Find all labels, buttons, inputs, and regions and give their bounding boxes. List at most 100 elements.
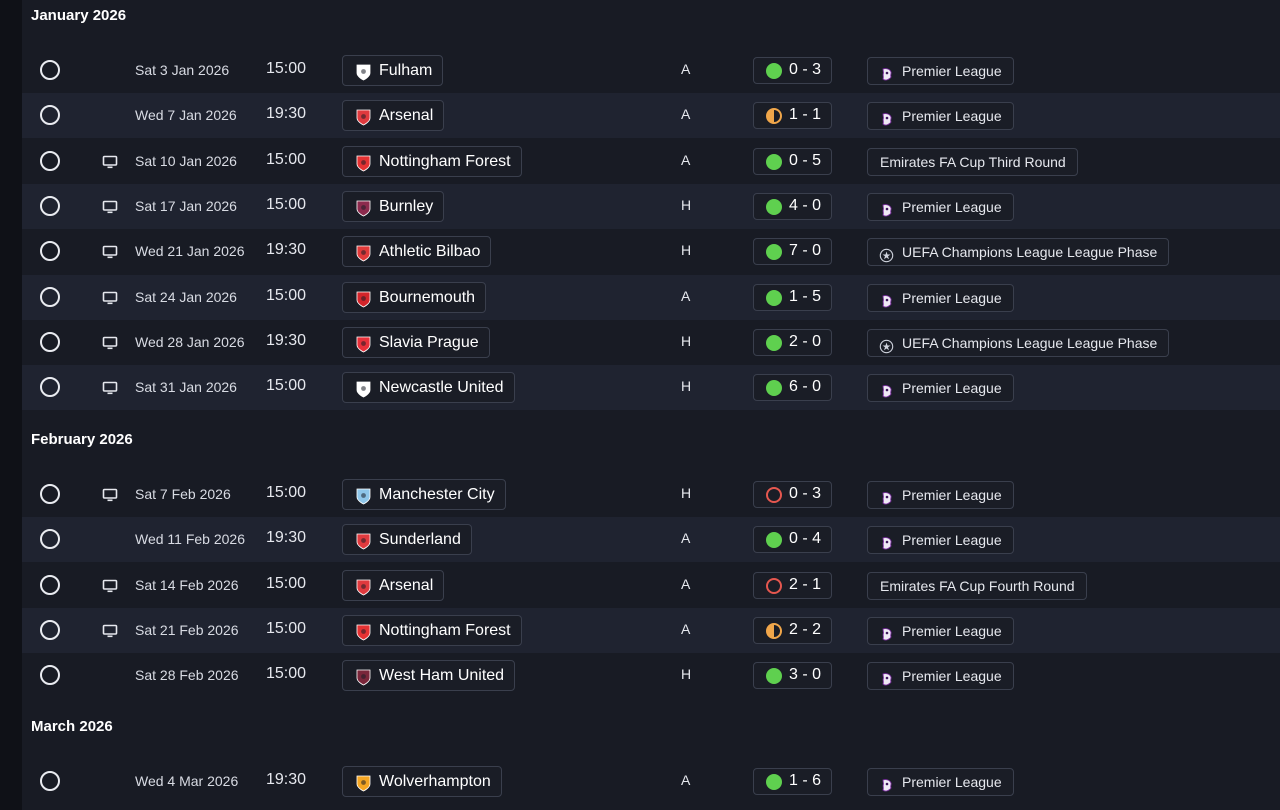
opponent-button[interactable]: Manchester City	[342, 479, 506, 510]
result-badge[interactable]: 2 - 1	[753, 572, 832, 599]
kickoff-time: 15:00	[266, 665, 307, 682]
result-win-icon	[766, 199, 782, 215]
result-badge[interactable]: 0 - 3	[753, 481, 832, 508]
opponent-button[interactable]: Wolverhampton	[342, 766, 502, 797]
opponent-name: Manchester City	[379, 486, 495, 503]
venue: H	[681, 666, 692, 682]
competition-badge[interactable]: Premier League	[867, 57, 1014, 85]
month-header: March 2026	[31, 718, 113, 735]
opponent-button[interactable]: Sunderland	[342, 524, 472, 555]
fixture-row[interactable]: Wed 21 Jan 2026 19:30 Athletic Bilbao H 7 - …	[22, 229, 1280, 274]
score: 0 - 3	[789, 485, 822, 502]
status-circle-icon[interactable]	[40, 287, 60, 307]
fixture-row[interactable]: Sat 24 Jan 2026 15:00 Bournemouth A 1 - 5 Pre…	[22, 275, 1280, 320]
competition-name: Premier League	[902, 63, 1002, 79]
competition-badge[interactable]: Premier League	[867, 617, 1014, 645]
fixture-row[interactable]: Wed 7 Jan 2026 19:30 Arsenal A 1 - 1 Premier …	[22, 93, 1280, 138]
match-date: Sat 14 Feb 2026	[135, 577, 239, 593]
score: 1 - 6	[789, 772, 822, 789]
opponent-name: Fulham	[379, 62, 433, 79]
opponent-name: Newcastle United	[379, 379, 504, 396]
result-badge[interactable]: 0 - 5	[753, 148, 832, 175]
score: 2 - 1	[789, 576, 822, 593]
result-badge[interactable]: 3 - 0	[753, 662, 832, 689]
fixture-row[interactable]: Sat 3 Jan 2026 15:00 Fulham A 0 - 3 Premier L…	[22, 48, 1280, 93]
match-date: Sat 3 Jan 2026	[135, 62, 230, 78]
score: 2 - 2	[789, 621, 822, 638]
fixture-row[interactable]: Sat 14 Feb 2026 15:00 Arsenal A 2 - 1 Emirate…	[22, 563, 1280, 608]
status-circle-icon[interactable]	[40, 529, 60, 549]
opponent-button[interactable]: Nottingham Forest	[342, 615, 522, 646]
result-badge[interactable]: 1 - 6	[753, 768, 832, 795]
result-badge[interactable]: 4 - 0	[753, 193, 832, 220]
fixture-row[interactable]: Sat 21 Feb 2026 15:00 Nottingham Forest A 2 …	[22, 608, 1280, 653]
competition-badge[interactable]: Premier League	[867, 662, 1014, 690]
status-circle-icon[interactable]	[40, 196, 60, 216]
competition-badge[interactable]: Premier League	[867, 768, 1014, 796]
result-badge[interactable]: 0 - 3	[753, 57, 832, 84]
opponent-name: Burnley	[379, 198, 434, 215]
arsenal-crest-icon	[355, 107, 372, 126]
opponent-name: Bournemouth	[379, 289, 476, 306]
result-badge[interactable]: 0 - 4	[753, 526, 832, 553]
opponent-button[interactable]: Fulham	[342, 55, 444, 86]
kickoff-time: 15:00	[266, 60, 307, 77]
opponent-button[interactable]: Bournemouth	[342, 282, 487, 313]
competition-badge[interactable]: Premier League	[867, 374, 1014, 402]
opponent-button[interactable]: Nottingham Forest	[342, 146, 522, 177]
competition-name: Emirates FA Cup Fourth Round	[880, 578, 1075, 594]
competition-badge[interactable]: Premier League	[867, 284, 1014, 312]
premier-league-icon	[879, 381, 894, 398]
result-badge[interactable]: 6 - 0	[753, 374, 832, 401]
opponent-button[interactable]: Slavia Prague	[342, 327, 490, 358]
result-win-icon	[766, 63, 782, 79]
status-circle-icon[interactable]	[40, 620, 60, 640]
result-badge[interactable]: 2 - 0	[753, 329, 832, 356]
fixture-row[interactable]: Sat 17 Jan 2026 15:00 Burnley H 4 - 0 Premier…	[22, 184, 1280, 229]
opponent-button[interactable]: Newcastle United	[342, 372, 515, 403]
competition-badge[interactable]: Premier League	[867, 193, 1014, 221]
fixture-row[interactable]: Wed 28 Jan 2026 19:30 Slavia Prague H 2 - 0 U…	[22, 320, 1280, 365]
venue: A	[681, 576, 691, 592]
fixture-row[interactable]: Sat 10 Jan 2026 15:00 Nottingham Forest A 0 …	[22, 139, 1280, 184]
competition-badge[interactable]: Premier League	[867, 102, 1014, 130]
opponent-button[interactable]: Burnley	[342, 191, 445, 222]
competition-badge[interactable]: Premier League	[867, 526, 1014, 554]
score: 1 - 1	[789, 106, 822, 123]
premier-league-icon	[879, 291, 894, 308]
competition-name: Premier League	[902, 290, 1002, 306]
match-date: Sat 24 Jan 2026	[135, 289, 237, 305]
status-circle-icon[interactable]	[40, 60, 60, 80]
opponent-button[interactable]: Athletic Bilbao	[342, 236, 492, 267]
status-circle-icon[interactable]	[40, 665, 60, 685]
competition-badge[interactable]: Emirates FA Cup Third Round	[867, 148, 1078, 176]
opponent-button[interactable]: Arsenal	[342, 570, 445, 601]
status-circle-icon[interactable]	[40, 484, 60, 504]
result-badge[interactable]: 2 - 2	[753, 617, 832, 644]
result-badge[interactable]: 7 - 0	[753, 238, 832, 265]
result-badge[interactable]: 1 - 1	[753, 102, 832, 129]
fixture-row[interactable]: Wed 4 Mar 2026 19:30 Wolverhampton A 1 - 6 Pr…	[22, 759, 1280, 804]
result-badge[interactable]: 1 - 5	[753, 284, 832, 311]
status-circle-icon[interactable]	[40, 575, 60, 595]
status-circle-icon[interactable]	[40, 241, 60, 261]
status-circle-icon[interactable]	[40, 151, 60, 171]
status-circle-icon[interactable]	[40, 771, 60, 791]
status-circle-icon[interactable]	[40, 332, 60, 352]
kickoff-time: 15:00	[266, 151, 307, 168]
status-circle-icon[interactable]	[40, 377, 60, 397]
opponent-button[interactable]: Arsenal	[342, 100, 445, 131]
status-circle-icon[interactable]	[40, 105, 60, 125]
fixture-row[interactable]: Sat 7 Feb 2026 15:00 Manchester City H 0 - 3…	[22, 472, 1280, 517]
competition-badge[interactable]: Emirates FA Cup Fourth Round	[867, 572, 1087, 600]
score: 0 - 3	[789, 61, 822, 78]
competition-badge[interactable]: Premier League	[867, 481, 1014, 509]
fixture-row[interactable]: Sat 31 Jan 2026 15:00 Newcastle United H 6 -…	[22, 365, 1280, 410]
opponent-button[interactable]: West Ham United	[342, 660, 516, 691]
fixture-row[interactable]: Wed 11 Feb 2026 19:30 Sunderland A 0 - 4 Prem…	[22, 517, 1280, 562]
competition-badge[interactable]: UEFA Champions League League Phase	[867, 238, 1170, 266]
competition-badge[interactable]: UEFA Champions League League Phase	[867, 329, 1170, 357]
match-date: Sat 7 Feb 2026	[135, 486, 231, 502]
fixture-row[interactable]: Sat 28 Feb 2026 15:00 West Ham United H 3 - …	[22, 653, 1280, 698]
competition-name: Premier League	[902, 668, 1002, 684]
